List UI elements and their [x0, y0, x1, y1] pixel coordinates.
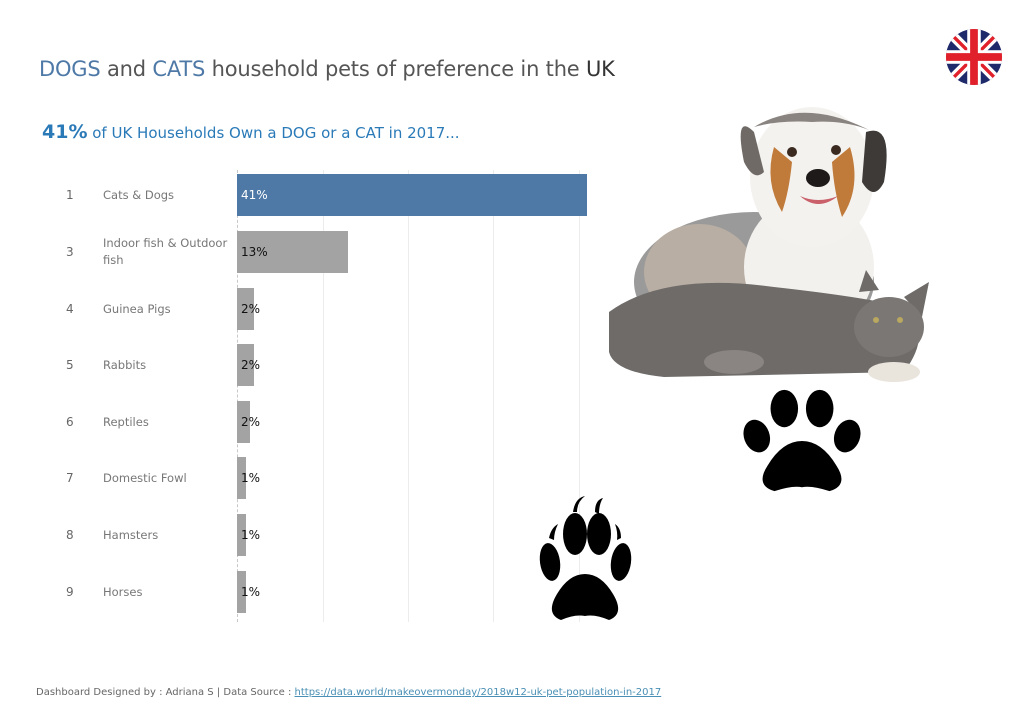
bar-chart: 1 Cats & Dogs 41% 3 Indoor fish & Outdoo… [0, 160, 600, 630]
bar[interactable] [237, 514, 246, 556]
footer-text: Dashboard Designed by : Adriana S | Data… [36, 687, 295, 698]
bar-row[interactable]: 7 Domestic Fowl 1% [0, 457, 600, 499]
title-and: and [100, 57, 153, 81]
subtitle-highlight: 41% [42, 121, 88, 143]
title-cats: CATS [152, 57, 206, 81]
category-label: Reptiles [103, 414, 149, 429]
dog-and-cat-photo [609, 107, 929, 382]
title-middle: household pets of preference in the [205, 57, 586, 81]
category-label: Hamsters [103, 527, 159, 542]
bar-row[interactable]: 3 Indoor fish & Outdoor fish 13% [0, 231, 600, 273]
bar-row[interactable]: 8 Hamsters 1% [0, 514, 600, 556]
data-source-link[interactable]: https://data.world/makeovermonday/2018w1… [294, 687, 662, 698]
rank-label: 3 [66, 245, 74, 259]
rank-label: 8 [66, 528, 74, 542]
dog-paw-print-icon [539, 496, 632, 620]
category-label: Horses [103, 584, 143, 599]
rank-label: 4 [66, 302, 74, 316]
gridline [493, 170, 494, 622]
category-label: Rabbits [103, 357, 147, 372]
rank-label: 6 [66, 415, 74, 429]
bar-row[interactable]: 6 Reptiles 2% [0, 401, 600, 443]
union-jack-flag-icon [945, 28, 1003, 86]
chart-subtitle: 41% of UK Households Own a DOG or a CAT … [42, 121, 460, 143]
category-label: Domestic Fowl [103, 470, 187, 485]
value-label: 13% [241, 245, 268, 259]
bar-row[interactable]: 4 Guinea Pigs 2% [0, 288, 600, 330]
bar-highlight[interactable] [237, 174, 587, 216]
value-label: 1% [241, 528, 261, 542]
value-label: 1% [241, 585, 261, 599]
value-label: 2% [241, 415, 261, 429]
value-label: 1% [241, 471, 261, 485]
footer-credits: Dashboard Designed by : Adriana S | Data… [36, 687, 661, 698]
gridline [579, 170, 580, 622]
category-label: Cats & Dogs [103, 187, 175, 202]
bar-row[interactable]: 5 Rabbits 2% [0, 344, 600, 386]
gridline [408, 170, 409, 622]
value-label: 2% [241, 302, 261, 316]
dashboard-title: DOGS and CATS household pets of preferen… [39, 57, 615, 81]
rank-label: 9 [66, 585, 74, 599]
title-uk: UK [586, 57, 615, 81]
bar[interactable] [237, 288, 254, 330]
category-label: Guinea Pigs [103, 301, 171, 316]
value-label: 41% [241, 188, 268, 202]
value-label: 2% [241, 358, 261, 372]
cat-paw-print-icon [743, 389, 861, 492]
gridline [323, 170, 324, 622]
bar[interactable] [237, 231, 348, 273]
category-label: Indoor fish & Outdoor fish [103, 236, 228, 267]
title-dogs: DOGS [39, 57, 101, 81]
zero-axis-line [237, 170, 238, 622]
bar[interactable] [237, 344, 254, 386]
bar[interactable] [237, 401, 250, 443]
bar-row[interactable]: 1 Cats & Dogs 41% [0, 174, 600, 216]
bar-row[interactable]: 9 Horses 1% [0, 571, 600, 613]
rank-label: 5 [66, 358, 74, 372]
rank-label: 7 [66, 471, 74, 485]
bar[interactable] [237, 571, 246, 613]
subtitle-text: of UK Households Own a DOG or a CAT in 2… [87, 124, 460, 142]
rank-label: 1 [66, 188, 74, 202]
bar[interactable] [237, 457, 246, 499]
